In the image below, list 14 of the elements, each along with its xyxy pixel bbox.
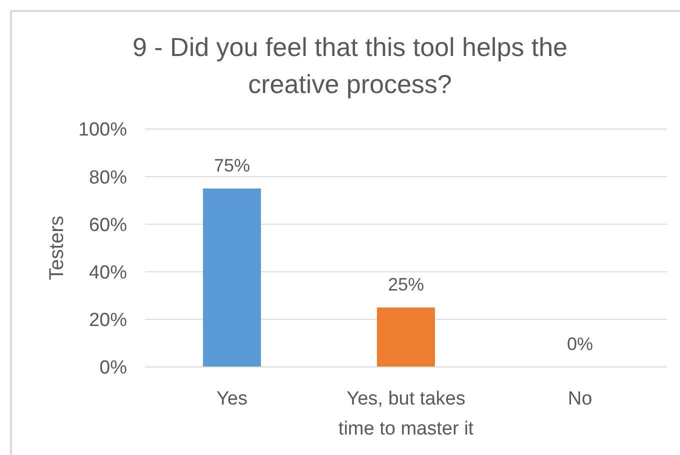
x-tick-label: No bbox=[568, 388, 592, 410]
data-label: 0% bbox=[566, 334, 594, 354]
chart-title: 9 - Did you feel that this tool helps the creative process? bbox=[131, 31, 569, 101]
y-tick-label: 100% bbox=[78, 120, 128, 141]
y-tick-label: 20% bbox=[88, 310, 128, 332]
y-axis-title: Testers bbox=[46, 216, 68, 280]
y-tick-label: 80% bbox=[88, 167, 128, 188]
y-tick-label: 60% bbox=[88, 214, 128, 236]
data-label: 75% bbox=[214, 156, 250, 176]
data-label: 25% bbox=[388, 274, 424, 294]
x-tick-label: Yes, but takes time to master it bbox=[338, 388, 474, 440]
x-tick-label: Yes bbox=[216, 388, 248, 410]
y-tick-label: 0% bbox=[100, 358, 128, 379]
y-tick-label: 40% bbox=[88, 262, 128, 284]
